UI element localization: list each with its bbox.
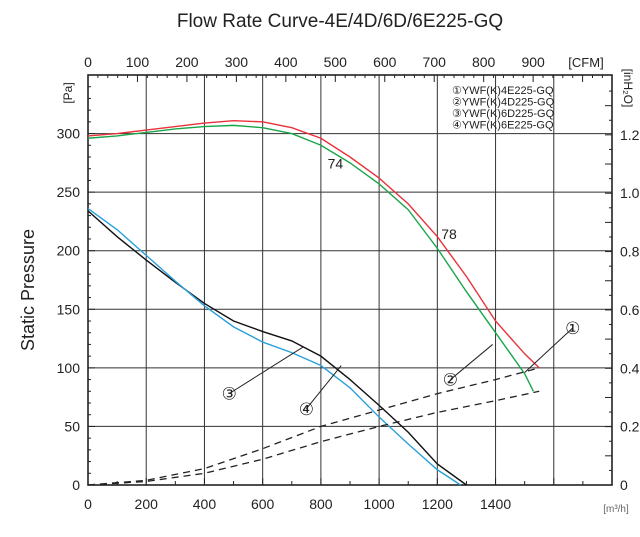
legend-entry-1: ①YWF(K)4E225-GQ: [452, 85, 554, 97]
y-axis-title: Static Pressure: [18, 229, 38, 351]
y-tick-label: 250: [57, 184, 81, 200]
y-tick-label: 200: [57, 243, 81, 259]
x-tick-label: 1400: [480, 496, 511, 512]
system-resistance-curve: [87, 390, 540, 486]
y-unit-label: [Pa]: [61, 82, 75, 103]
series-line-3: [87, 210, 467, 486]
annotation-label: 74: [328, 156, 344, 172]
callout-marker-3: ③: [222, 385, 237, 404]
top-tick-label: 700: [423, 54, 447, 70]
x-tick-label: 0: [84, 496, 92, 512]
x-tick-label: 800: [309, 496, 333, 512]
legend-entry-3: ③YWF(K)6D225-GQ: [452, 108, 555, 120]
x-unit-label: [m³/h]: [603, 504, 629, 515]
right-tick-label: 0.4: [620, 360, 640, 376]
top-unit-label: [CFM]: [568, 55, 603, 70]
right-tick-label: 0.6: [620, 302, 640, 318]
chart-title: Flow Rate Curve-4E/4D/6D/6E225-GQ: [177, 11, 503, 32]
plot-frame: [87, 74, 613, 486]
x-tick-label: 600: [251, 496, 275, 512]
top-tick-label: 800: [472, 54, 496, 70]
top-tick-label: 900: [521, 54, 545, 70]
right-unit-label: [inH₂O]: [621, 69, 635, 108]
series-line-2: [87, 124, 535, 392]
right-tick-label: 1.2: [620, 127, 640, 143]
callout-leader-1: [524, 327, 574, 373]
system-resistance-curve: [87, 367, 540, 486]
series-line-1: [87, 119, 540, 369]
annotation-label: 78: [441, 226, 457, 242]
callout-leader-2: [450, 344, 493, 380]
right-tick-label: 0.2: [620, 419, 640, 435]
callout-leader-4: [305, 365, 342, 410]
y-tick-label: 0: [72, 477, 80, 493]
y-tick-label: 100: [57, 360, 81, 376]
x-tick-label: 400: [193, 496, 217, 512]
right-tick-label: 1.0: [620, 185, 640, 201]
series-line-4: [87, 207, 462, 486]
plot-area: 0 200 400 600 800 1000 1200 1400 [m³/h]0 100 200 30…: [57, 54, 640, 515]
top-tick-label: 100: [126, 54, 150, 70]
x-tick-label: 200: [135, 496, 159, 512]
y-tick-label: 300: [57, 126, 81, 142]
x-tick-label: 1000: [364, 496, 395, 512]
legend-entry-4: ④YWF(K)6E225-GQ: [452, 120, 554, 132]
top-tick-label: 200: [175, 54, 199, 70]
x-tick-label: 1200: [422, 496, 453, 512]
top-tick-label: 300: [225, 54, 249, 70]
legend-entry-2: ②YWF(K)4D225-GQ: [452, 97, 555, 109]
top-tick-label: 0: [84, 54, 92, 70]
callout-leader-3: [228, 346, 304, 395]
y-tick-label: 50: [64, 418, 80, 434]
right-tick-label: 0: [620, 477, 628, 493]
y-tick-label: 150: [57, 301, 81, 317]
right-tick-label: 0.8: [620, 244, 640, 260]
top-tick-label: 500: [324, 54, 348, 70]
callout-marker-1: ①: [565, 319, 580, 338]
top-tick-label: 400: [274, 54, 298, 70]
top-tick-label: 600: [373, 54, 397, 70]
callout-marker-2: ②: [443, 371, 458, 390]
callout-marker-4: ④: [299, 400, 314, 419]
